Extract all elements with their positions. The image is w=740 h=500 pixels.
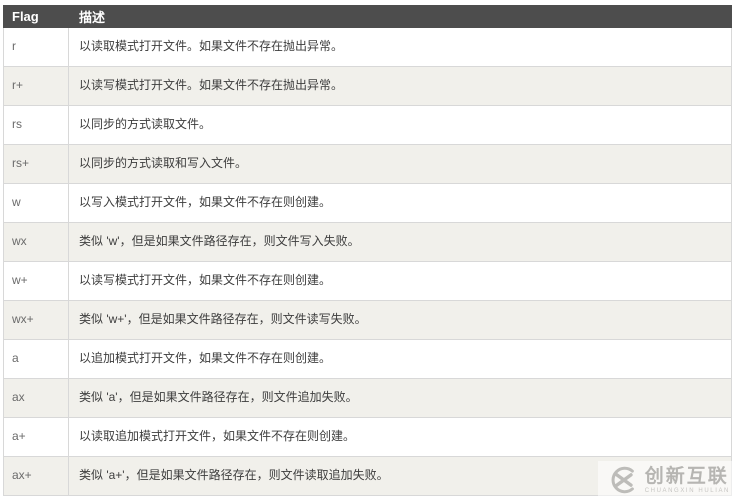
flag-cell: r [3, 27, 69, 67]
description-cell: 类似 'w+'，但是如果文件路径存在，则文件读写失败。 [68, 300, 732, 340]
description-cell: 以读写模式打开文件。如果文件不存在抛出异常。 [68, 66, 732, 106]
description-cell: 以读取追加模式打开文件，如果文件不存在则创建。 [68, 417, 732, 457]
watermark-text: 创新互联 CHUANGXIN HULIAN [645, 467, 730, 494]
description-cell: 以同步的方式读取文件。 [68, 105, 732, 145]
table-row: w 以写入模式打开文件，如果文件不存在则创建。 [3, 183, 732, 223]
flag-cell: rs+ [3, 144, 69, 184]
table-row: wx 类似 'w'，但是如果文件路径存在，则文件写入失败。 [3, 222, 732, 262]
watermark-brand-name: 创新互联 [644, 465, 729, 487]
table-row: r+ 以读写模式打开文件。如果文件不存在抛出异常。 [3, 66, 732, 106]
table-row: ax 类似 'a'，但是如果文件路径存在，则文件追加失败。 [3, 378, 732, 418]
flag-cell: w+ [3, 261, 69, 301]
column-header-description: 描述 [68, 5, 732, 28]
table-row: r 以读取模式打开文件。如果文件不存在抛出异常。 [3, 27, 732, 67]
table-row: rs+ 以同步的方式读取和写入文件。 [3, 144, 732, 184]
table-row: w+ 以读写模式打开文件，如果文件不存在则创建。 [3, 261, 732, 301]
flag-cell: wx [3, 222, 69, 262]
flag-cell: r+ [3, 66, 69, 106]
description-cell: 以读写模式打开文件，如果文件不存在则创建。 [68, 261, 732, 301]
column-header-flag: Flag [3, 5, 69, 28]
flag-cell: wx+ [3, 300, 69, 340]
flag-cell: w [3, 183, 69, 223]
watermark: 创新互联 CHUANGXIN HULIAN [597, 461, 738, 500]
description-cell: 以写入模式打开文件，如果文件不存在则创建。 [68, 183, 732, 223]
table-header-row: Flag 描述 [3, 5, 732, 28]
description-cell: 以追加模式打开文件，如果文件不存在则创建。 [68, 339, 732, 379]
description-cell: 以同步的方式读取和写入文件。 [68, 144, 732, 184]
description-cell: 以读取模式打开文件。如果文件不存在抛出异常。 [68, 27, 732, 67]
flag-cell: rs [3, 105, 69, 145]
flag-cell: ax [3, 378, 69, 418]
table-row: wx+ 类似 'w+'，但是如果文件路径存在，则文件读写失败。 [3, 300, 732, 340]
description-cell: 类似 'w'，但是如果文件路径存在，则文件写入失败。 [68, 222, 732, 262]
table-row: a+ 以读取追加模式打开文件，如果文件不存在则创建。 [3, 417, 732, 457]
table-row: rs 以同步的方式读取文件。 [3, 105, 732, 145]
flag-cell: ax+ [3, 456, 69, 496]
circled-x-logo-icon [611, 466, 634, 494]
flag-cell: a [3, 339, 69, 379]
watermark-subtitle: CHUANGXIN HULIAN [644, 487, 730, 494]
table-row: a 以追加模式打开文件，如果文件不存在则创建。 [3, 339, 732, 379]
description-cell: 类似 'a'，但是如果文件路径存在，则文件追加失败。 [68, 378, 732, 418]
flag-cell: a+ [3, 417, 69, 457]
file-flags-table: Flag 描述 r 以读取模式打开文件。如果文件不存在抛出异常。 r+ 以读写模式打开… [3, 5, 732, 496]
